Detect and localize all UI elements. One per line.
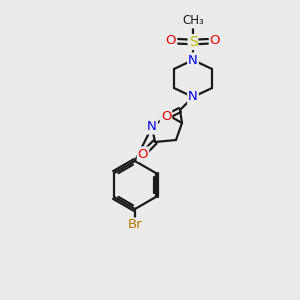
Text: N: N	[147, 121, 157, 134]
Text: N: N	[188, 53, 198, 67]
Text: S: S	[189, 35, 197, 49]
Text: O: O	[161, 110, 171, 124]
Text: O: O	[138, 148, 148, 160]
Text: O: O	[166, 34, 176, 47]
Text: CH₃: CH₃	[182, 14, 204, 28]
Text: N: N	[188, 91, 198, 103]
Text: Br: Br	[128, 218, 142, 232]
Text: O: O	[210, 34, 220, 47]
